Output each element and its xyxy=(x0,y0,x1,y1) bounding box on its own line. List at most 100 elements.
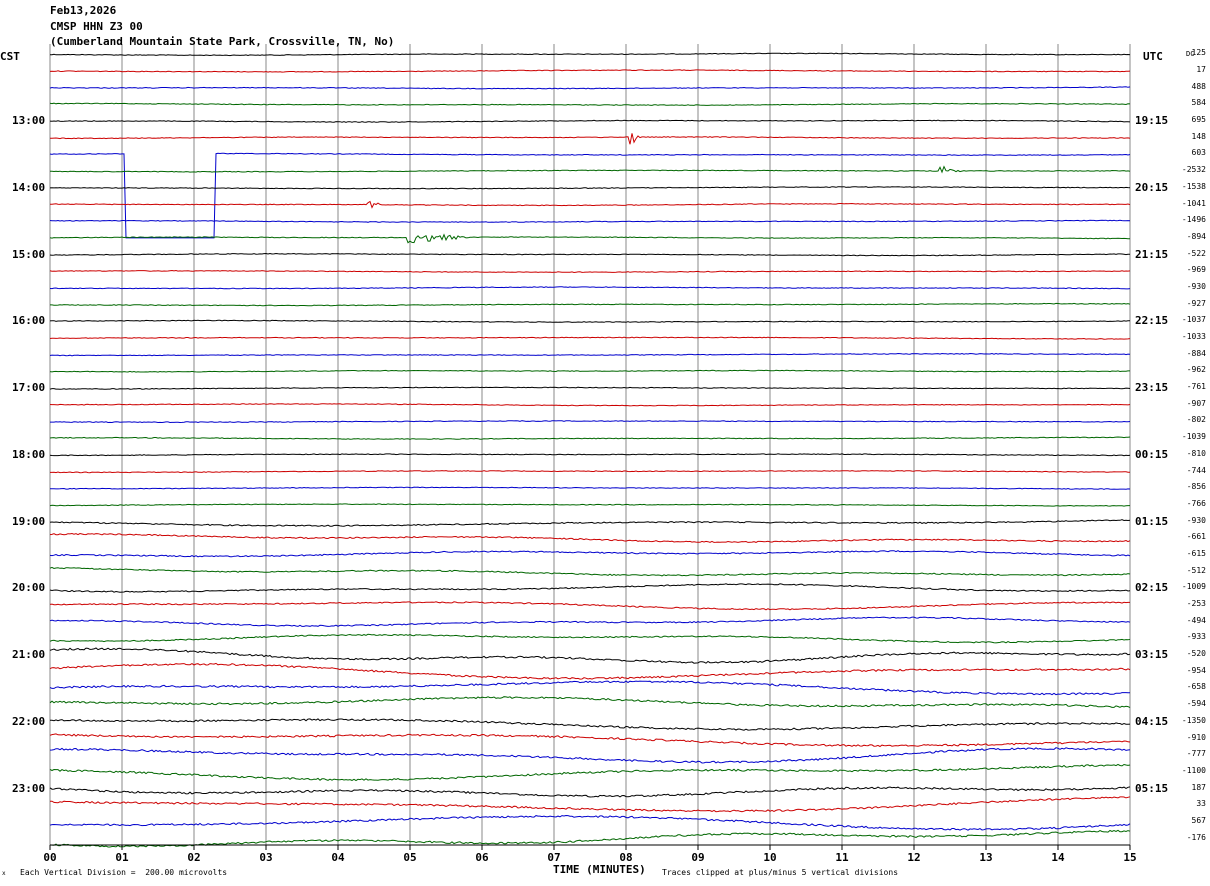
trace-row-32 xyxy=(49,583,1131,593)
x-tick-label-11: 11 xyxy=(835,851,849,864)
left-time-label: 15:00 xyxy=(12,247,46,261)
x-axis-title: TIME (MINUTES) xyxy=(553,863,646,876)
trace-row-31 xyxy=(49,566,1131,577)
trace-row-9 xyxy=(49,200,1131,209)
dc-offset-label: 567 xyxy=(1191,815,1206,825)
right-time-label: 05:15 xyxy=(1135,781,1169,795)
dc-offset-label: -927 xyxy=(1186,298,1206,308)
trace-row-0 xyxy=(50,52,1131,57)
dc-offset-label: -1009 xyxy=(1181,582,1206,592)
trace-row-17 xyxy=(49,336,1131,340)
dc-offset-label: -512 xyxy=(1186,565,1206,575)
trace-row-42 xyxy=(49,747,1131,764)
trace-row-46 xyxy=(49,814,1131,831)
right-time-label: 23:15 xyxy=(1135,381,1169,395)
trace-row-19 xyxy=(49,369,1130,373)
right-time-label: 21:15 xyxy=(1135,247,1169,261)
right-time-label: 20:15 xyxy=(1135,180,1169,194)
trace-row-11 xyxy=(49,233,1131,244)
dc-offset-label: -661 xyxy=(1186,532,1206,542)
x-tick-label-00: 00 xyxy=(43,851,56,864)
x-tick-label-06: 06 xyxy=(475,851,489,864)
x-tick-label-10: 10 xyxy=(763,851,776,864)
dc-offset-label: -884 xyxy=(1186,348,1206,358)
left-time-label: 17:00 xyxy=(12,381,46,395)
trace-row-22 xyxy=(50,420,1131,424)
trace-row-34 xyxy=(49,616,1131,627)
dc-offset-label: -1100 xyxy=(1181,765,1206,775)
left-time-label: 23:00 xyxy=(12,781,46,795)
left-time-label: 20:00 xyxy=(12,581,46,595)
trace-row-8 xyxy=(49,186,1131,190)
trace-row-10 xyxy=(49,219,1131,223)
trace-row-43 xyxy=(49,763,1131,782)
dc-offset-label: -594 xyxy=(1186,699,1206,709)
x-tick-label-03: 03 xyxy=(259,851,272,864)
dc-offset-label: 33 xyxy=(1196,799,1206,809)
dc-offset-label: -1350 xyxy=(1181,715,1206,725)
x-tick-label-12: 12 xyxy=(907,851,920,864)
trace-row-1 xyxy=(49,69,1131,73)
left-zone-label: CST xyxy=(0,50,20,63)
right-time-label: 04:15 xyxy=(1135,714,1169,728)
x-tick-label-05: 05 xyxy=(403,851,416,864)
trace-row-45 xyxy=(49,796,1131,813)
dc-offset-label: -930 xyxy=(1186,515,1206,525)
dc-offset-label: 148 xyxy=(1191,131,1206,141)
trace-row-3 xyxy=(49,102,1131,106)
trace-row-28 xyxy=(49,519,1131,527)
trace-row-27 xyxy=(49,503,1130,507)
trace-row-21 xyxy=(49,403,1131,407)
left-time-label: 18:00 xyxy=(12,447,46,461)
dc-offset-label: -930 xyxy=(1186,281,1206,291)
trace-row-5 xyxy=(50,133,1131,145)
right-time-label: 02:15 xyxy=(1135,581,1169,595)
dc-offset-label: -777 xyxy=(1186,749,1206,759)
left-time-label: 16:00 xyxy=(12,314,46,328)
dc-offset-label: -2532 xyxy=(1181,165,1206,175)
trace-row-47 xyxy=(49,829,1131,848)
dc-offset-label: -933 xyxy=(1186,632,1206,642)
trace-row-24 xyxy=(49,453,1131,457)
trace-row-36 xyxy=(49,647,1131,664)
trace-row-40 xyxy=(50,718,1131,731)
dc-offset-label: -1033 xyxy=(1181,332,1206,342)
x-tick-label-01: 01 xyxy=(115,851,129,864)
dc-offset-label: 584 xyxy=(1191,98,1206,108)
dc-offset-label: -962 xyxy=(1186,365,1206,375)
scale-note: Each Vertical Division = 200.00 microvol… xyxy=(20,868,228,877)
dc-offset-label: -1039 xyxy=(1181,432,1206,442)
x-tick-label-02: 02 xyxy=(187,851,200,864)
dc-offset-label: -520 xyxy=(1186,649,1206,659)
trace-row-12 xyxy=(49,252,1131,257)
trace-row-25 xyxy=(50,470,1130,474)
dc-offset-label: 603 xyxy=(1191,148,1206,158)
dc-offset-label: -761 xyxy=(1186,382,1206,392)
dc-offset-label: -969 xyxy=(1186,265,1206,275)
dc-offset-label: 695 xyxy=(1191,115,1206,125)
trace-row-29 xyxy=(49,532,1131,543)
trace-row-35 xyxy=(49,633,1131,644)
dc-offset-label: -176 xyxy=(1186,832,1206,842)
dc-offset-label: 187 xyxy=(1191,782,1206,792)
header-station: CMSP HHN Z3 00 xyxy=(50,20,143,33)
dc-offset-label: -810 xyxy=(1186,448,1206,458)
trace-row-37 xyxy=(49,662,1131,680)
right-time-label: 00:15 xyxy=(1135,447,1169,461)
trace-row-15 xyxy=(50,302,1131,307)
left-time-label: 13:00 xyxy=(12,114,46,128)
right-time-label: 03:15 xyxy=(1135,648,1169,662)
trace-row-38 xyxy=(49,680,1130,696)
x-tick-label-04: 04 xyxy=(331,851,345,864)
dc-offset-label: -910 xyxy=(1186,732,1206,742)
grid-lines xyxy=(49,44,1131,845)
right-time-label: 22:15 xyxy=(1135,314,1169,328)
trace-row-2 xyxy=(49,86,1131,90)
dc-offset-label: -1538 xyxy=(1181,181,1206,191)
header-location: (Cumberland Mountain State Park, Crossvi… xyxy=(50,35,395,48)
left-time-label: 14:00 xyxy=(12,180,46,194)
seismic-traces xyxy=(49,52,1131,848)
dc-offset-label: -658 xyxy=(1186,682,1206,692)
dc-label: DC xyxy=(1186,50,1195,58)
